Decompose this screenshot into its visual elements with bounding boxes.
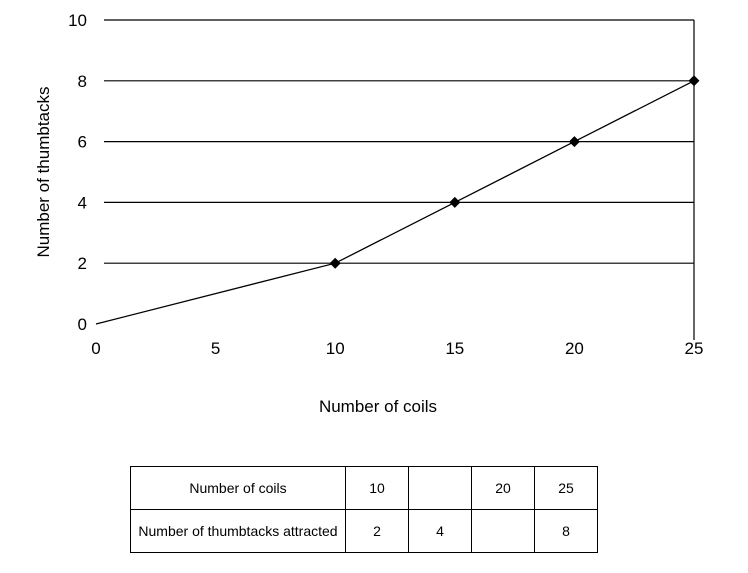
data-markers (329, 75, 700, 269)
gridlines (104, 19, 694, 264)
table-cell: 4 (408, 509, 472, 553)
table-cell: 20 (471, 466, 535, 510)
y-tick-label: 4 (78, 193, 87, 212)
row-header-coils: Number of coils (130, 466, 346, 510)
data-point-marker (449, 196, 461, 208)
table-cell: 8 (534, 509, 598, 553)
x-tick-label: 0 (91, 339, 100, 358)
table-cell: 2 (345, 509, 409, 553)
x-tick-label: 25 (685, 339, 704, 358)
y-tick-label: 6 (78, 133, 87, 152)
y-axis-title: Number of thumbtacks (34, 86, 53, 257)
y-tick-labels: 0 2 4 6 8 10 (68, 11, 87, 334)
x-tick-label: 20 (565, 339, 584, 358)
data-table: Number of coils 10 20 25 Number of thumb… (130, 466, 598, 553)
table-row: Number of coils 10 20 25 (130, 466, 598, 510)
x-tick-label: 15 (445, 339, 464, 358)
table-cell (471, 509, 535, 553)
x-tick-labels: 0 5 10 15 20 25 (91, 339, 703, 358)
x-axis-title: Number of coils (319, 397, 437, 416)
data-point-marker (688, 75, 700, 87)
x-tick-label: 5 (211, 339, 220, 358)
table-cell: 10 (345, 466, 409, 510)
data-point-marker (568, 136, 580, 148)
table-row: Number of thumbtacks attracted 2 4 8 (130, 509, 598, 553)
data-point-marker (329, 257, 341, 269)
row-header-thumbtacks: Number of thumbtacks attracted (130, 509, 346, 553)
y-tick-label: 10 (68, 11, 87, 30)
x-tick-label: 10 (326, 339, 345, 358)
y-tick-label: 0 (78, 315, 87, 334)
line-chart: 0 2 4 6 8 10 0 5 10 15 20 25 Number of coils Numbe… (34, 11, 703, 416)
y-tick-label: 8 (78, 72, 87, 91)
table-cell (408, 466, 472, 510)
y-tick-label: 2 (78, 254, 87, 273)
table-cell: 25 (534, 466, 598, 510)
